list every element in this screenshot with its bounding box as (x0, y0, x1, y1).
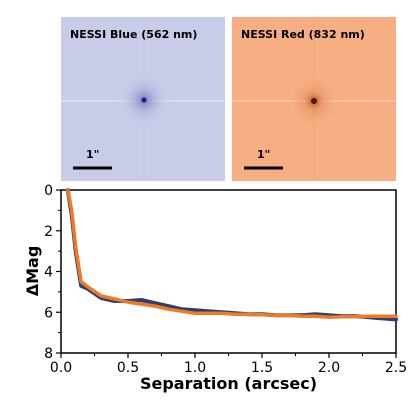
plot-frame (60, 189, 397, 354)
y-tick-label: 4 (44, 265, 53, 281)
series-line-1 (65, 188, 398, 320)
x-tick-label: 1.5 (251, 360, 273, 376)
y-tick-label: 2 (44, 224, 53, 240)
panel-title: NESSI Red (832 nm) (241, 28, 365, 41)
x-tick-label: 0.5 (117, 360, 139, 376)
x-tick-label: 0.0 (50, 360, 72, 376)
image-panel-blue: NESSI Blue (562 nm) 1" (61, 17, 225, 181)
y-axis: 0 2 4 6 8 (44, 183, 61, 362)
star-core (311, 98, 317, 104)
panel-title: NESSI Blue (562 nm) (70, 28, 197, 41)
scale-bar-label: 1" (257, 148, 270, 161)
x-tick-label: 1.0 (184, 360, 206, 376)
y-tick-label: 8 (44, 346, 53, 362)
y-tick-label: 0 (44, 183, 53, 199)
y-axis-label: ΔMag (23, 246, 42, 297)
contrast-plot: 0.0 0.5 1.0 1.5 2.0 2.5 0 2 4 6 8 Separation (arc… (23, 183, 407, 393)
x-axis-label: Separation (arcsec) (140, 374, 317, 393)
x-axis: 0.0 0.5 1.0 1.5 2.0 2.5 (50, 353, 407, 376)
star-core (141, 97, 147, 103)
scale-bar-label: 1" (86, 148, 99, 161)
image-panel-red: NESSI Red (832 nm) 1" (232, 17, 396, 181)
series-layer (65, 188, 398, 322)
x-tick-label: 2.5 (385, 360, 407, 376)
x-tick-label: 2.0 (318, 360, 340, 376)
y-tick-label: 6 (44, 305, 53, 321)
